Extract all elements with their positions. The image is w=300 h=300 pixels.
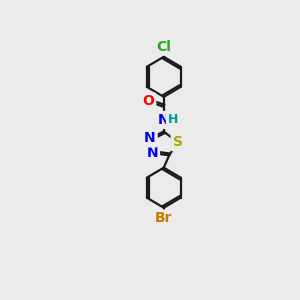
Text: N: N [158, 113, 170, 127]
Text: S: S [172, 135, 183, 149]
Text: Br: Br [155, 212, 172, 226]
Text: H: H [168, 113, 178, 126]
Text: N: N [144, 131, 156, 146]
Text: O: O [142, 94, 154, 108]
Text: N: N [146, 146, 158, 160]
Text: Cl: Cl [156, 40, 171, 54]
